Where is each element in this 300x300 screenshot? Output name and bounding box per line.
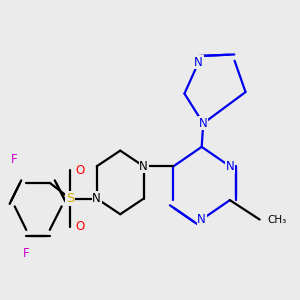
Text: F: F	[23, 247, 30, 260]
Text: F: F	[11, 153, 18, 166]
Text: N: N	[226, 160, 234, 173]
Text: O: O	[75, 220, 84, 233]
Text: N: N	[92, 192, 101, 205]
Text: N: N	[197, 213, 206, 226]
Text: N: N	[140, 160, 148, 173]
Text: O: O	[75, 164, 84, 177]
Text: CH₃: CH₃	[268, 214, 287, 224]
Text: N: N	[194, 56, 203, 69]
Text: S: S	[66, 192, 74, 205]
Text: N: N	[199, 117, 208, 130]
